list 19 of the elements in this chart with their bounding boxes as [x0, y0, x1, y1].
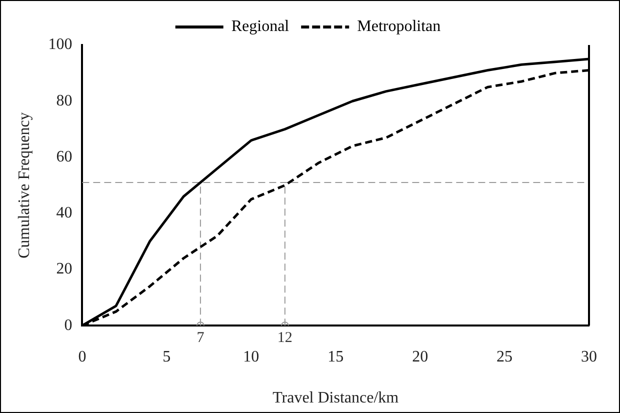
- ref-line-label: 7: [196, 330, 205, 346]
- x-tick-label: 25: [496, 348, 513, 366]
- x-tick-label: 5: [162, 348, 171, 366]
- y-tick-label: 20: [56, 260, 72, 278]
- x-tick-label: 20: [412, 348, 428, 366]
- x-tick-label: 30: [581, 348, 597, 366]
- x-tick-label: 0: [78, 348, 86, 366]
- x-tick-label: 10: [243, 348, 260, 366]
- y-axis-title: Cumulative Frequency: [16, 112, 33, 258]
- legend-label: Regional: [231, 18, 290, 36]
- y-tick-label: 100: [48, 36, 72, 54]
- y-tick-label: 60: [56, 148, 72, 166]
- x-axis-title: Travel Distance/km: [272, 390, 400, 407]
- y-tick-label: 0: [64, 316, 72, 334]
- y-tick-label: 40: [56, 204, 72, 222]
- legend-label: Metropolitan: [357, 18, 441, 36]
- y-tick-label: 80: [56, 92, 72, 110]
- x-tick-label: 15: [328, 348, 344, 366]
- ref-line-label: 12: [277, 330, 292, 346]
